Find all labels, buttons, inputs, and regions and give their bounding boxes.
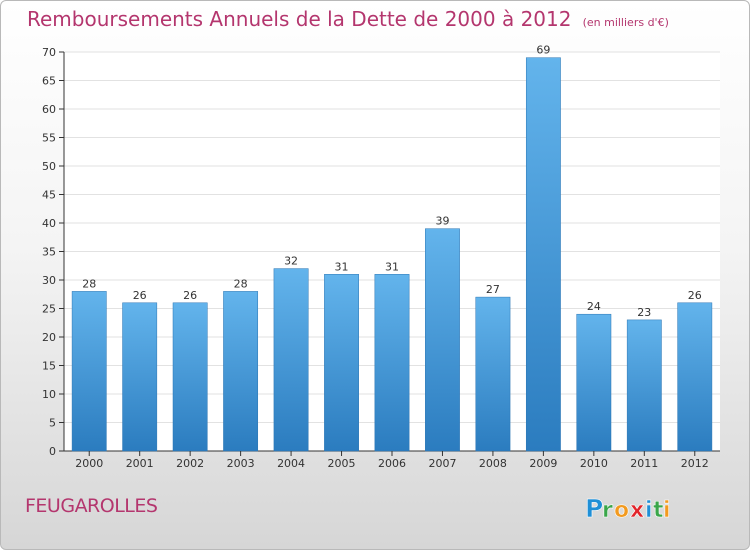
x-tick-label: 2000 (75, 457, 103, 470)
title-row: Remboursements Annuels de la Dette de 20… (27, 7, 669, 31)
y-tick-label: 15 (42, 360, 56, 373)
y-tick-label: 45 (42, 189, 56, 202)
x-tick-label: 2001 (126, 457, 154, 470)
y-tick-label: 55 (42, 132, 56, 145)
y-tick-label: 60 (42, 103, 56, 116)
bar-2008 (475, 296, 511, 452)
bar-2010 (576, 313, 612, 452)
bar-2000 (71, 291, 107, 452)
bar-2006 (374, 274, 410, 452)
y-tick-label: 35 (42, 246, 56, 259)
data-label: 26 (133, 289, 147, 302)
bar-2003 (223, 291, 259, 452)
y-tick-label: 20 (42, 331, 56, 344)
bar-2012 (677, 302, 713, 452)
y-tick-label: 0 (49, 445, 56, 458)
y-tick-label: 10 (42, 388, 56, 401)
data-label: 28 (82, 277, 96, 290)
logo-letter: i (645, 498, 653, 523)
bar-2001 (122, 302, 158, 452)
x-tick-label: 2003 (227, 457, 255, 470)
data-label: 27 (486, 283, 500, 296)
chart-title: Remboursements Annuels de la Dette de 20… (27, 7, 572, 31)
logo-letter: t (653, 498, 664, 523)
data-label: 26 (688, 289, 702, 302)
x-tick-label: 2008 (479, 457, 507, 470)
x-tick-label: 2011 (630, 457, 658, 470)
x-tick-label: 2004 (277, 457, 305, 470)
data-label: 26 (183, 289, 197, 302)
bar-2002 (172, 302, 208, 452)
logo-letter: i (663, 498, 671, 523)
data-label: 32 (284, 255, 298, 268)
data-label: 39 (435, 215, 449, 228)
x-tick-label: 2002 (176, 457, 204, 470)
y-tick-label: 50 (42, 160, 56, 173)
x-tick-label: 2010 (580, 457, 608, 470)
bar-2004 (273, 268, 309, 452)
x-tick-label: 2007 (428, 457, 456, 470)
data-label: 31 (335, 260, 349, 273)
data-label: 28 (234, 277, 248, 290)
logo-letter: r (602, 498, 613, 523)
y-tick-label: 30 (42, 274, 56, 287)
commune-name: FEUGAROLLES (25, 495, 158, 517)
y-tick-label: 65 (42, 75, 56, 88)
logo-letter: o (614, 498, 629, 523)
chart-unit-label: (en milliers d'€) (582, 16, 669, 29)
data-label: 69 (536, 44, 550, 57)
x-tick-label: 2012 (681, 457, 709, 470)
x-tick-label: 2006 (378, 457, 406, 470)
y-tick-label: 5 (49, 417, 56, 430)
x-tick-label: 2005 (328, 457, 356, 470)
bar-2007 (425, 228, 460, 452)
logo-letter: x (630, 498, 644, 523)
y-tick-label: 40 (42, 217, 56, 230)
data-label: 24 (587, 300, 601, 313)
proxiti-logo: Pr o x i t i (585, 494, 671, 524)
x-tick-label: 2009 (529, 457, 557, 470)
bar-2005 (324, 274, 359, 452)
bar-2009 (525, 57, 561, 452)
logo-letter: P (585, 494, 603, 523)
y-tick-label: 25 (42, 303, 56, 316)
bar-2011 (626, 319, 662, 452)
y-tick-label: 70 (42, 46, 56, 59)
data-label: 31 (385, 260, 399, 273)
data-label: 23 (637, 306, 651, 319)
